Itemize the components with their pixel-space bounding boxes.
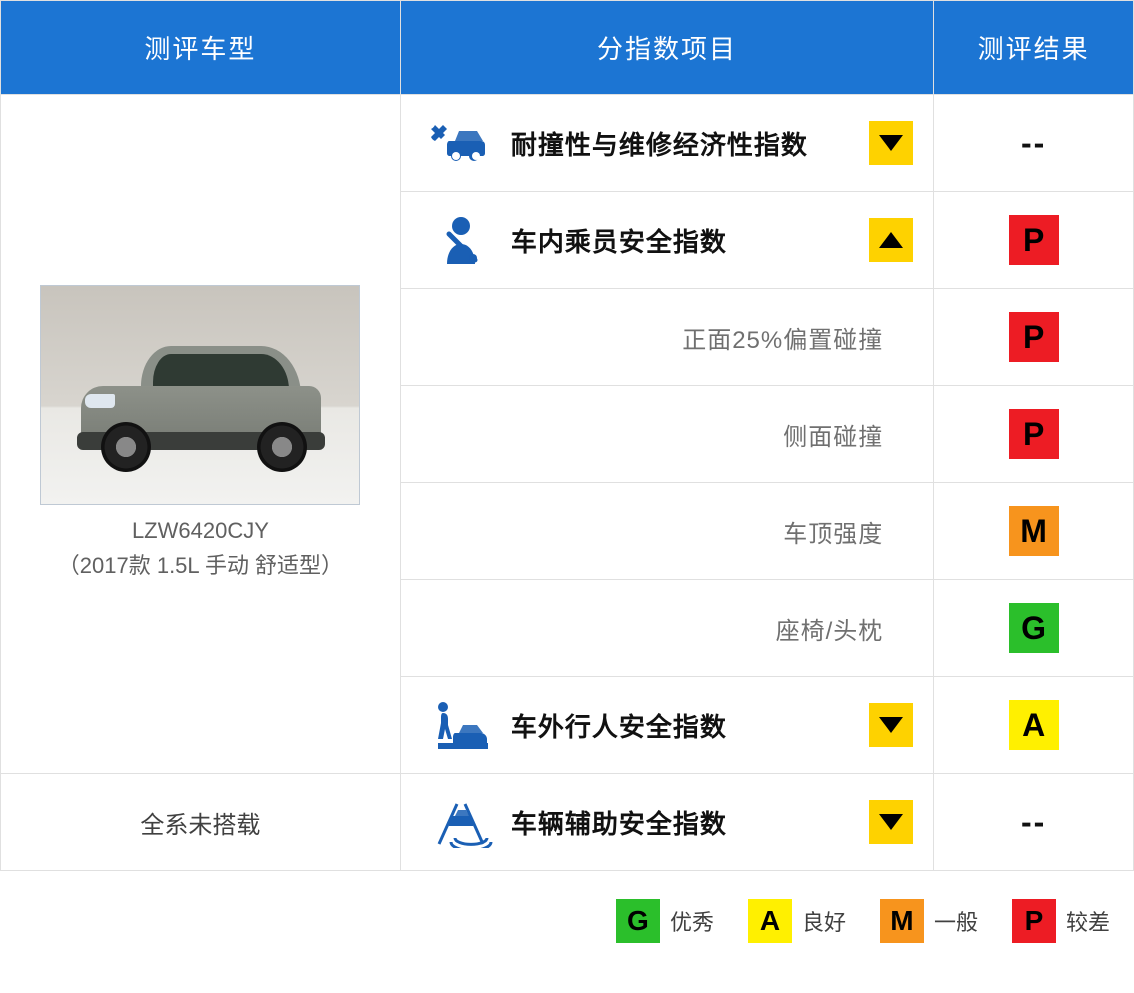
index-label: 耐撞性与维修经济性指数 (511, 125, 869, 162)
pedestrian-icon (411, 699, 511, 751)
wrench-car-icon (411, 117, 511, 169)
result-cell: P (934, 289, 1134, 386)
rating-badge: P (1012, 899, 1056, 943)
sub-index-cell: 侧面碰撞 (400, 386, 933, 483)
sub-index-cell: 正面25%偏置碰撞 (400, 289, 933, 386)
result-cell: -- (934, 774, 1134, 871)
legend-item: G 优秀 (616, 899, 714, 943)
expand-toggle[interactable] (869, 703, 913, 747)
rating-badge: M (880, 899, 924, 943)
safety-rating-table: 测评车型 分指数项目 测评结果 LZW6420CJY （2017款 1.5L 手… (0, 0, 1134, 871)
header-model: 测评车型 (1, 1, 401, 95)
sub-index-label: 车顶强度 (411, 514, 913, 549)
table-header-row: 测评车型 分指数项目 测评结果 (1, 1, 1134, 95)
index-label: 车外行人安全指数 (511, 707, 869, 744)
header-index: 分指数项目 (400, 1, 933, 95)
rating-badge: G (1009, 603, 1059, 653)
result-cell: M (934, 483, 1134, 580)
legend-text: 一般 (934, 905, 978, 937)
result-cell: P (934, 386, 1134, 483)
result-dash: -- (1021, 125, 1046, 161)
rating-legend: G 优秀 A 良好 M 一般 P 较差 (0, 871, 1134, 963)
legend-item: M 一般 (880, 899, 978, 943)
header-result: 测评结果 (934, 1, 1134, 95)
index-cell-occupant: 车内乘员安全指数 (400, 192, 933, 289)
vehicle-image (40, 285, 360, 505)
chevron-up-icon (879, 232, 903, 248)
legend-item: A 良好 (748, 899, 846, 943)
sub-index-label: 侧面碰撞 (411, 417, 913, 452)
rating-badge: A (1009, 700, 1059, 750)
rating-badge: P (1009, 409, 1059, 459)
index-label: 车内乘员安全指数 (511, 222, 869, 259)
result-cell: A (934, 677, 1134, 774)
index-cell-crash-repair: 耐撞性与维修经济性指数 (400, 95, 933, 192)
legend-text: 良好 (802, 905, 846, 937)
legend-item: P 较差 (1012, 899, 1110, 943)
legend-text: 较差 (1066, 905, 1110, 937)
sub-index-label: 座椅/头枕 (411, 611, 913, 646)
index-cell-pedestrian: 车外行人安全指数 (400, 677, 933, 774)
index-cell-assist: 车辆辅助安全指数 (400, 774, 933, 871)
expand-toggle[interactable] (869, 121, 913, 165)
sub-index-cell: 车顶强度 (400, 483, 933, 580)
result-cell: G (934, 580, 1134, 677)
note-cell: 全系未搭载 (1, 774, 401, 871)
chevron-down-icon (879, 814, 903, 830)
model-code: LZW6420CJY (1, 513, 400, 548)
collapse-toggle[interactable] (869, 218, 913, 262)
sub-index-label: 正面25%偏置碰撞 (411, 320, 913, 355)
result-cell: P (934, 192, 1134, 289)
rating-badge: A (748, 899, 792, 943)
rating-badge: P (1009, 312, 1059, 362)
occupant-icon (411, 214, 511, 266)
model-variant: （2017款 1.5L 手动 舒适型） (1, 548, 400, 583)
assist-icon (411, 796, 511, 848)
index-label: 车辆辅助安全指数 (511, 804, 869, 841)
expand-toggle[interactable] (869, 800, 913, 844)
model-cell: LZW6420CJY （2017款 1.5L 手动 舒适型） (1, 95, 401, 774)
sub-index-cell: 座椅/头枕 (400, 580, 933, 677)
chevron-down-icon (879, 717, 903, 733)
result-dash: -- (1021, 804, 1046, 840)
rating-badge: M (1009, 506, 1059, 556)
legend-text: 优秀 (670, 905, 714, 937)
rating-badge: G (616, 899, 660, 943)
result-cell: -- (934, 95, 1134, 192)
rating-badge: P (1009, 215, 1059, 265)
chevron-down-icon (879, 135, 903, 151)
